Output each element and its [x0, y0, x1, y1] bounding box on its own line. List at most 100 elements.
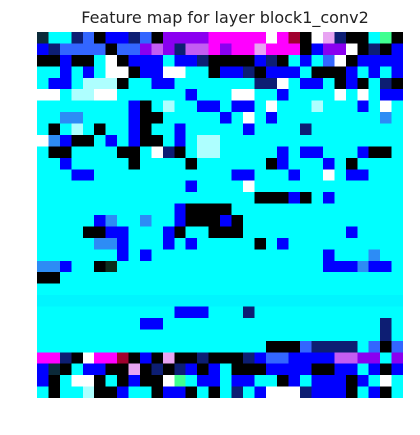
heatmap-cell: [162, 32, 175, 44]
heatmap-cell: [71, 363, 84, 376]
heatmap-cell: [48, 157, 61, 170]
heatmap-cell: [82, 100, 95, 113]
heatmap-cell: [277, 134, 290, 147]
heatmap-cell: [380, 77, 392, 90]
heatmap-cell: [94, 226, 107, 239]
heatmap-cell: [220, 54, 232, 67]
heatmap-cell: [128, 134, 141, 147]
heatmap-cell: [254, 169, 267, 182]
heatmap-cell: [242, 386, 255, 398]
heatmap-cell: [265, 89, 278, 102]
heatmap-cell: [208, 215, 221, 227]
heatmap-cell: [391, 146, 403, 159]
heatmap-cell: [117, 100, 129, 113]
heatmap-cell: [265, 180, 278, 193]
heatmap-cell: [174, 317, 187, 330]
heatmap-cell: [37, 192, 49, 204]
heatmap-cell: [231, 54, 244, 67]
heatmap-cell: [94, 134, 107, 147]
heatmap-cell: [345, 375, 358, 387]
heatmap-cell: [254, 54, 267, 67]
heatmap-cell: [265, 215, 278, 227]
heatmap-cell: [334, 329, 347, 342]
heatmap-cell: [151, 363, 164, 376]
heatmap-cell: [334, 249, 347, 262]
heatmap-cell: [197, 340, 209, 353]
heatmap-cell: [380, 192, 392, 204]
heatmap-cell: [185, 317, 198, 330]
heatmap-cell: [220, 386, 232, 398]
heatmap-cell: [288, 340, 301, 353]
heatmap-cell: [139, 43, 152, 56]
heatmap-cell: [254, 43, 267, 56]
heatmap-cell: [265, 283, 278, 296]
heatmap-cell: [151, 32, 164, 44]
heatmap-cell: [139, 317, 152, 330]
heatmap-cell: [242, 169, 255, 182]
heatmap-cell: [242, 295, 255, 307]
heatmap-cell: [151, 283, 164, 296]
heatmap-cell: [311, 260, 324, 273]
heatmap-cell: [231, 340, 244, 353]
heatmap-cell: [231, 203, 244, 216]
heatmap-cell: [322, 272, 335, 285]
heatmap-cell: [322, 226, 335, 239]
heatmap-cell: [368, 157, 381, 170]
heatmap-cell: [59, 66, 72, 79]
heatmap-cell: [288, 112, 301, 124]
heatmap-cell: [300, 295, 312, 307]
heatmap-cell: [231, 363, 244, 376]
heatmap-cell: [288, 146, 301, 159]
heatmap-cell: [128, 123, 141, 136]
heatmap-cell: [220, 169, 232, 182]
heatmap-cell: [220, 157, 232, 170]
heatmap-cell: [94, 32, 107, 44]
heatmap-cell: [254, 32, 267, 44]
heatmap-cell: [254, 283, 267, 296]
heatmap-cell: [277, 317, 290, 330]
heatmap-cell: [48, 169, 61, 182]
heatmap-cell: [334, 100, 347, 113]
heatmap-cell: [37, 363, 49, 376]
heatmap-cell: [334, 123, 347, 136]
heatmap-cell: [71, 89, 84, 102]
heatmap-cell: [71, 283, 84, 296]
heatmap-cell: [59, 134, 72, 147]
heatmap-cell: [208, 180, 221, 193]
heatmap-cell: [311, 272, 324, 285]
heatmap-cell: [151, 317, 164, 330]
heatmap-cell: [334, 169, 347, 182]
heatmap-cell: [345, 272, 358, 285]
heatmap-cell: [94, 317, 107, 330]
heatmap-cell: [334, 89, 347, 102]
heatmap-cell: [322, 317, 335, 330]
heatmap-cell: [288, 66, 301, 79]
heatmap-cell: [162, 226, 175, 239]
heatmap-cell: [357, 192, 370, 204]
heatmap-cell: [185, 249, 198, 262]
heatmap-cell: [48, 375, 61, 387]
heatmap-cell: [37, 295, 49, 307]
heatmap-cell: [254, 340, 267, 353]
heatmap-cell: [334, 146, 347, 159]
heatmap-cell: [82, 352, 95, 365]
heatmap-cell: [220, 329, 232, 342]
heatmap-cell: [82, 329, 95, 342]
heatmap-cell: [139, 363, 152, 376]
heatmap-cell: [117, 260, 129, 273]
heatmap-cell: [311, 237, 324, 250]
heatmap-cell: [105, 283, 118, 296]
heatmap-cell: [185, 134, 198, 147]
heatmap-cell: [391, 134, 403, 147]
heatmap-cell: [265, 340, 278, 353]
heatmap-cell: [311, 329, 324, 342]
heatmap-cell: [242, 317, 255, 330]
heatmap-cell: [345, 123, 358, 136]
heatmap-cell: [162, 215, 175, 227]
heatmap-cell: [128, 329, 141, 342]
heatmap-cell: [37, 43, 49, 56]
heatmap-cell: [208, 340, 221, 353]
heatmap-cell: [162, 134, 175, 147]
heatmap-cell: [105, 340, 118, 353]
heatmap-cell: [94, 260, 107, 273]
